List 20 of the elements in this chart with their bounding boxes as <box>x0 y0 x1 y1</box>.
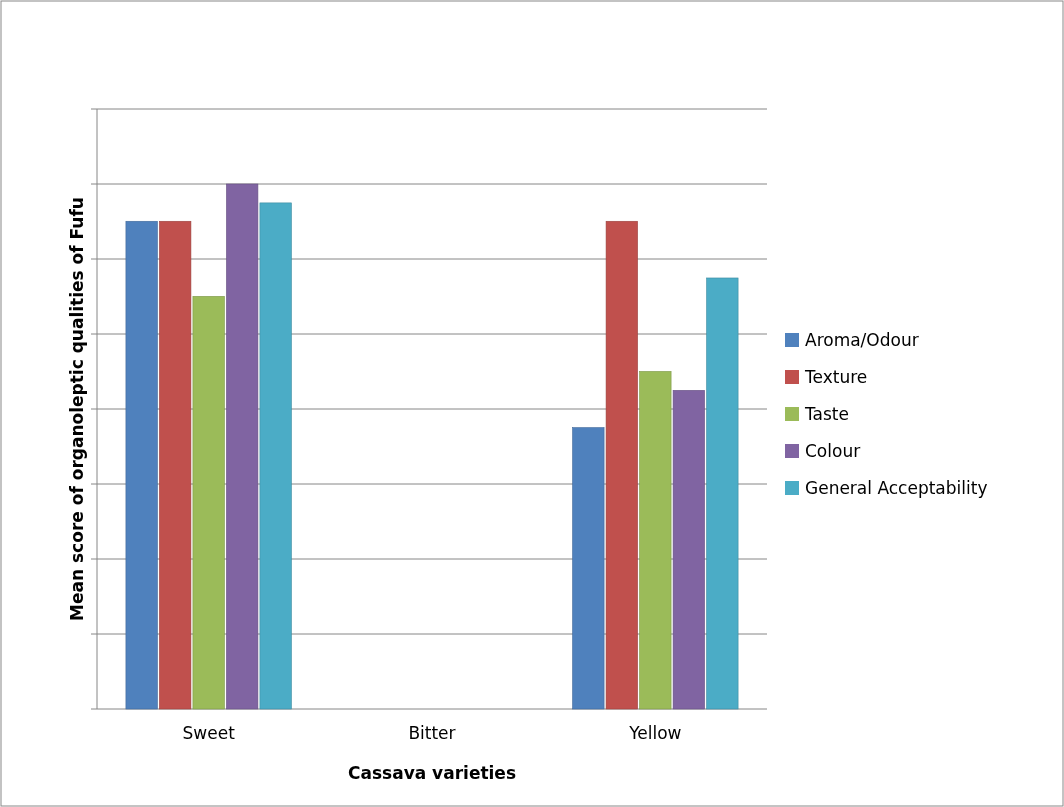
x-tick-label: Bitter <box>408 723 456 743</box>
legend-label: Colour <box>805 441 861 461</box>
legend-label: Aroma/Odour <box>805 330 919 350</box>
x-tick-label: Yellow <box>628 723 682 743</box>
y-axis-title: Mean score of organoleptic qualities of Fufu <box>67 197 87 621</box>
bar <box>226 183 259 710</box>
legend-label: Texture <box>804 367 868 387</box>
legend-label: General Acceptability <box>805 478 988 498</box>
bar <box>672 390 705 710</box>
bar <box>639 371 672 710</box>
legend-label: Taste <box>804 404 849 424</box>
bar <box>125 220 158 710</box>
bar <box>706 277 739 710</box>
bar <box>605 220 638 710</box>
bar <box>192 296 225 710</box>
bar <box>259 202 292 710</box>
bar <box>159 220 192 710</box>
x-axis-title: Cassava varieties <box>347 763 517 783</box>
bar <box>572 427 605 710</box>
x-tick-label: Sweet <box>182 723 236 743</box>
